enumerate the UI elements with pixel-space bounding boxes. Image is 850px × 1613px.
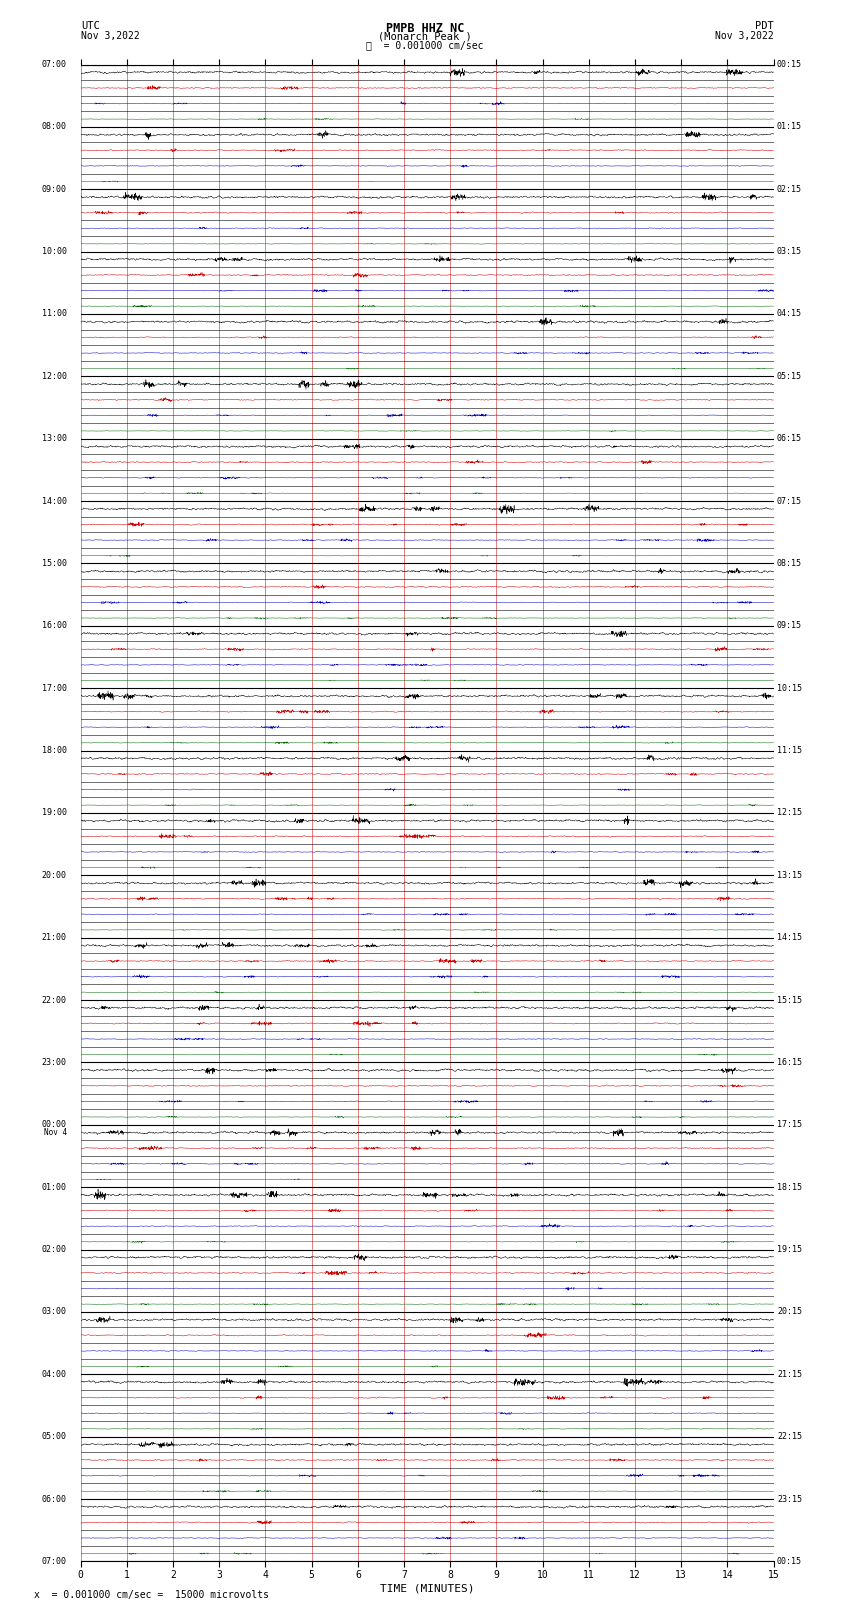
Text: 12:15: 12:15 — [777, 808, 802, 818]
Text: 00:15: 00:15 — [777, 1557, 802, 1566]
Text: 01:00: 01:00 — [42, 1182, 67, 1192]
Text: 08:00: 08:00 — [42, 123, 67, 131]
Text: 02:15: 02:15 — [777, 185, 802, 194]
Text: 03:15: 03:15 — [777, 247, 802, 256]
Text: 16:15: 16:15 — [777, 1058, 802, 1066]
Text: 09:00: 09:00 — [42, 185, 67, 194]
Text: 09:15: 09:15 — [777, 621, 802, 631]
Text: 10:15: 10:15 — [777, 684, 802, 692]
Text: 18:15: 18:15 — [777, 1182, 802, 1192]
Text: 21:15: 21:15 — [777, 1369, 802, 1379]
Text: 20:00: 20:00 — [42, 871, 67, 879]
Text: Nov 3,2022: Nov 3,2022 — [81, 31, 139, 40]
Text: x  = 0.001000 cm/sec =  15000 microvolts: x = 0.001000 cm/sec = 15000 microvolts — [34, 1590, 269, 1600]
Text: 23:00: 23:00 — [42, 1058, 67, 1066]
Text: UTC: UTC — [81, 21, 99, 31]
Text: 07:00: 07:00 — [42, 1557, 67, 1566]
Text: 01:15: 01:15 — [777, 123, 802, 131]
Text: 15:15: 15:15 — [777, 995, 802, 1005]
Text: 05:15: 05:15 — [777, 373, 802, 381]
Text: 07:00: 07:00 — [42, 60, 67, 69]
Text: 13:15: 13:15 — [777, 871, 802, 879]
Text: 04:00: 04:00 — [42, 1369, 67, 1379]
Text: 17:15: 17:15 — [777, 1121, 802, 1129]
Text: 17:00: 17:00 — [42, 684, 67, 692]
Text: 12:00: 12:00 — [42, 373, 67, 381]
Text: 21:00: 21:00 — [42, 934, 67, 942]
Text: 07:15: 07:15 — [777, 497, 802, 505]
Text: 04:15: 04:15 — [777, 310, 802, 318]
Text: Nov 4: Nov 4 — [43, 1127, 67, 1137]
Text: 23:15: 23:15 — [777, 1495, 802, 1503]
Text: PDT: PDT — [755, 21, 774, 31]
Text: 08:15: 08:15 — [777, 560, 802, 568]
Text: 18:00: 18:00 — [42, 747, 67, 755]
Text: 11:15: 11:15 — [777, 747, 802, 755]
Text: 05:00: 05:00 — [42, 1432, 67, 1440]
Text: 22:00: 22:00 — [42, 995, 67, 1005]
Text: 00:00: 00:00 — [42, 1121, 67, 1129]
Text: 06:15: 06:15 — [777, 434, 802, 444]
Text: 11:00: 11:00 — [42, 310, 67, 318]
Text: 02:00: 02:00 — [42, 1245, 67, 1253]
Text: 19:15: 19:15 — [777, 1245, 802, 1253]
Text: 10:00: 10:00 — [42, 247, 67, 256]
X-axis label: TIME (MINUTES): TIME (MINUTES) — [380, 1584, 474, 1594]
Text: 16:00: 16:00 — [42, 621, 67, 631]
Text: (Monarch Peak ): (Monarch Peak ) — [378, 31, 472, 42]
Text: Nov 3,2022: Nov 3,2022 — [715, 31, 774, 40]
Text: ⎸  = 0.001000 cm/sec: ⎸ = 0.001000 cm/sec — [366, 40, 484, 50]
Text: 15:00: 15:00 — [42, 560, 67, 568]
Text: 00:15: 00:15 — [777, 60, 802, 69]
Text: 20:15: 20:15 — [777, 1308, 802, 1316]
Text: 22:15: 22:15 — [777, 1432, 802, 1440]
Text: 03:00: 03:00 — [42, 1308, 67, 1316]
Text: 19:00: 19:00 — [42, 808, 67, 818]
Text: 14:15: 14:15 — [777, 934, 802, 942]
Text: PMPB HHZ NC: PMPB HHZ NC — [386, 23, 464, 35]
Text: 06:00: 06:00 — [42, 1495, 67, 1503]
Text: 14:00: 14:00 — [42, 497, 67, 505]
Text: 13:00: 13:00 — [42, 434, 67, 444]
